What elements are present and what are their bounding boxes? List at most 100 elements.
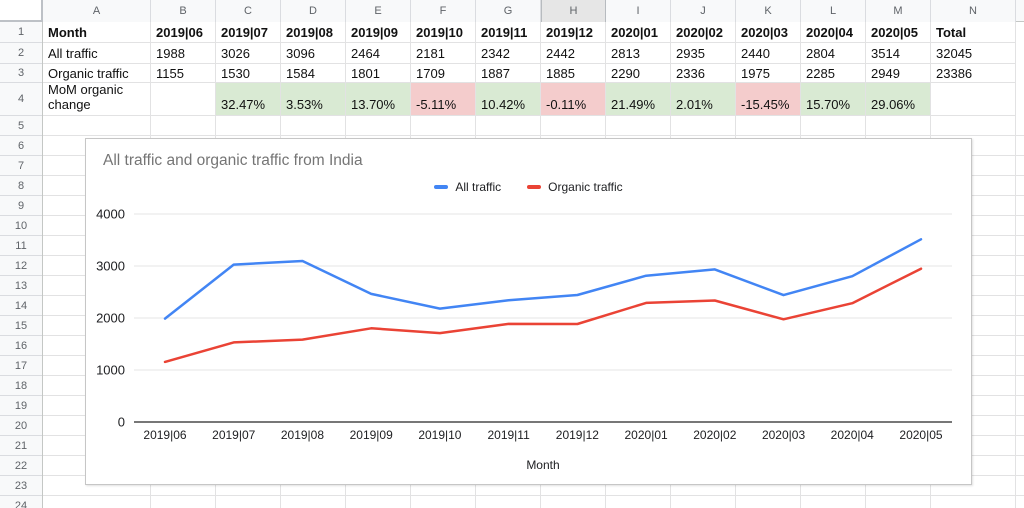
row-header-12[interactable]: 12 — [0, 256, 42, 276]
sheet-row-5[interactable] — [43, 116, 1024, 136]
cell-J2[interactable]: 2935 — [671, 43, 736, 64]
cell-C2[interactable]: 3026 — [216, 43, 281, 64]
cell-L4[interactable]: 15.70% — [801, 83, 866, 116]
cell-M4[interactable]: 29.06% — [866, 83, 931, 116]
column-header-L[interactable]: L — [801, 0, 866, 22]
cell-I4[interactable]: 21.49% — [606, 83, 671, 116]
row-header-15[interactable]: 15 — [0, 316, 42, 336]
column-header-N[interactable]: N — [931, 0, 1016, 22]
row-header-19[interactable]: 19 — [0, 396, 42, 416]
cell-I3[interactable]: 2290 — [606, 64, 671, 83]
row-header-11[interactable]: 11 — [0, 236, 42, 256]
cell-N1[interactable]: Total — [931, 22, 1016, 43]
cell-F2[interactable]: 2181 — [411, 43, 476, 64]
cell-A2[interactable]: All traffic — [43, 43, 151, 64]
cell-I2[interactable]: 2813 — [606, 43, 671, 64]
row-header-23[interactable]: 23 — [0, 476, 42, 496]
sheet-row-24[interactable] — [43, 496, 1024, 508]
row-header-24[interactable]: 24 — [0, 496, 42, 508]
cell-N4[interactable] — [931, 83, 1016, 116]
cell-H3[interactable]: 1885 — [541, 64, 606, 83]
cell-H4[interactable]: -0.11% — [541, 83, 606, 116]
cell-D1[interactable]: 2019|08 — [281, 22, 346, 43]
embedded-chart[interactable]: 0 1000 2000 3000 4000 2019|06 2019|07 2019|08 20… — [85, 138, 972, 485]
row-header-8[interactable]: 8 — [0, 176, 42, 196]
cell-K4[interactable]: -15.45% — [736, 83, 801, 116]
cell-N2[interactable]: 32045 — [931, 43, 1016, 64]
row-header-14[interactable]: 14 — [0, 296, 42, 316]
row-header-13[interactable]: 13 — [0, 276, 42, 296]
cell-H1[interactable]: 2019|12 — [541, 22, 606, 43]
cell-E2[interactable]: 2464 — [346, 43, 411, 64]
row-header-18[interactable]: 18 — [0, 376, 42, 396]
column-header-M[interactable]: M — [866, 0, 931, 22]
cell-J3[interactable]: 2336 — [671, 64, 736, 83]
cell-C4[interactable]: 32.47% — [216, 83, 281, 116]
column-header-C[interactable]: C — [216, 0, 281, 22]
legend-item-organic-traffic[interactable]: Organic traffic — [527, 180, 623, 194]
cell-E1[interactable]: 2019|09 — [346, 22, 411, 43]
cell-A1[interactable]: Month — [43, 22, 151, 43]
column-header-G[interactable]: G — [476, 0, 541, 22]
column-header-F[interactable]: F — [411, 0, 476, 22]
cell-D2[interactable]: 3096 — [281, 43, 346, 64]
select-all-corner[interactable] — [0, 0, 43, 22]
cell-E4[interactable]: 13.70% — [346, 83, 411, 116]
cell-G4[interactable]: 10.42% — [476, 83, 541, 116]
row-header-1[interactable]: 1 — [0, 22, 42, 43]
row-header-22[interactable]: 22 — [0, 456, 42, 476]
row-header-9[interactable]: 9 — [0, 196, 42, 216]
cell-B4[interactable] — [151, 83, 216, 116]
column-header-H[interactable]: H — [541, 0, 606, 22]
row-header-7[interactable]: 7 — [0, 156, 42, 176]
cell-A3[interactable]: Organic traffic — [43, 64, 151, 83]
cell-G3[interactable]: 1887 — [476, 64, 541, 83]
cell-G1[interactable]: 2019|11 — [476, 22, 541, 43]
cell-J1[interactable]: 2020|02 — [671, 22, 736, 43]
cell-H2[interactable]: 2442 — [541, 43, 606, 64]
row-header-5[interactable]: 5 — [0, 116, 42, 136]
cell-B1[interactable]: 2019|06 — [151, 22, 216, 43]
column-header-D[interactable]: D — [281, 0, 346, 22]
cell-M3[interactable]: 2949 — [866, 64, 931, 83]
column-header-E[interactable]: E — [346, 0, 411, 22]
cell-F1[interactable]: 2019|10 — [411, 22, 476, 43]
cell-G2[interactable]: 2342 — [476, 43, 541, 64]
column-header-I[interactable]: I — [606, 0, 671, 22]
row-header-6[interactable]: 6 — [0, 136, 42, 156]
cell-M2[interactable]: 3514 — [866, 43, 931, 64]
cell-D3[interactable]: 1584 — [281, 64, 346, 83]
cell-C3[interactable]: 1530 — [216, 64, 281, 83]
cell-L2[interactable]: 2804 — [801, 43, 866, 64]
cell-K2[interactable]: 2440 — [736, 43, 801, 64]
cell-L3[interactable]: 2285 — [801, 64, 866, 83]
cell-M1[interactable]: 2020|05 — [866, 22, 931, 43]
cell-F3[interactable]: 1709 — [411, 64, 476, 83]
cell-D4[interactable]: 3.53% — [281, 83, 346, 116]
cell-B3[interactable]: 1155 — [151, 64, 216, 83]
row-header-4[interactable]: 4 — [0, 83, 42, 116]
cell-B2[interactable]: 1988 — [151, 43, 216, 64]
cell-I1[interactable]: 2020|01 — [606, 22, 671, 43]
row-header-3[interactable]: 3 — [0, 64, 42, 83]
row-header-16[interactable]: 16 — [0, 336, 42, 356]
cell-K1[interactable]: 2020|03 — [736, 22, 801, 43]
column-header-J[interactable]: J — [671, 0, 736, 22]
column-header-B[interactable]: B — [151, 0, 216, 22]
cell-K3[interactable]: 1975 — [736, 64, 801, 83]
cell-A4[interactable]: MoM organic change — [43, 83, 151, 116]
cell-F4[interactable]: -5.11% — [411, 83, 476, 116]
cell-J4[interactable]: 2.01% — [671, 83, 736, 116]
sheet-row-23[interactable] — [43, 476, 1024, 496]
row-header-2[interactable]: 2 — [0, 43, 42, 64]
row-header-20[interactable]: 20 — [0, 416, 42, 436]
cell-L1[interactable]: 2020|04 — [801, 22, 866, 43]
row-header-10[interactable]: 10 — [0, 216, 42, 236]
legend-item-all-traffic[interactable]: All traffic — [434, 180, 501, 194]
row-header-17[interactable]: 17 — [0, 356, 42, 376]
cell-E3[interactable]: 1801 — [346, 64, 411, 83]
cell-N3[interactable]: 23386 — [931, 64, 1016, 83]
column-header-K[interactable]: K — [736, 0, 801, 22]
row-header-21[interactable]: 21 — [0, 436, 42, 456]
cell-C1[interactable]: 2019|07 — [216, 22, 281, 43]
